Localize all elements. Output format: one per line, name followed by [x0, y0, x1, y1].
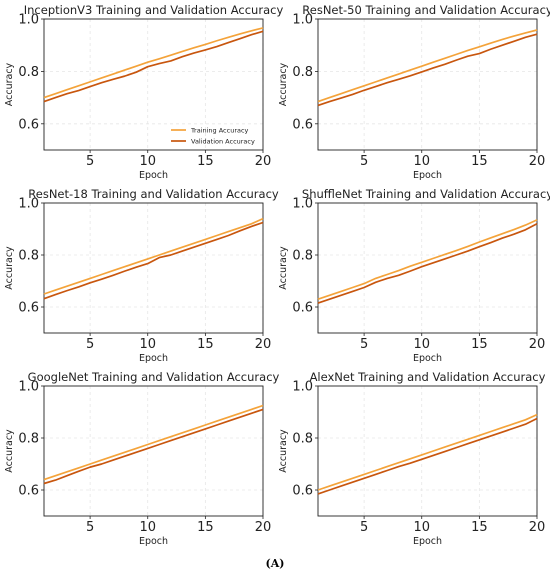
y-axis-label: Accuracy: [278, 62, 289, 106]
y-axis-label: Accuracy: [4, 62, 15, 106]
chart-panel: ResNet-18 Training and Validation Accura…: [4, 187, 279, 364]
y-axis-label: Accuracy: [278, 429, 289, 473]
x-tick-label: 5: [360, 154, 368, 169]
y-tick-label: 0.6: [292, 117, 313, 132]
y-axis-label: Accuracy: [4, 429, 15, 473]
x-tick-label: 10: [413, 337, 430, 352]
plot-frame: [43, 202, 264, 334]
chart-panel: InceptionV3 Training and Validation Accu…: [4, 3, 283, 181]
y-tick-label: 0.6: [292, 301, 313, 316]
training-accuracy-line: [43, 217, 264, 295]
chart-title: InceptionV3 Training and Validation Accu…: [24, 3, 284, 17]
y-tick-label: 0.8: [18, 65, 39, 80]
x-tick-label: 20: [255, 520, 272, 535]
x-axis-label: Epoch: [139, 536, 168, 547]
y-tick-label: 0.8: [18, 249, 39, 264]
chart-title: AlexNet Training and Validation Accuracy: [310, 370, 546, 384]
x-axis-label: Epoch: [139, 170, 168, 181]
validation-accuracy-line: [43, 408, 264, 485]
validation-accuracy-line: [43, 30, 264, 103]
y-tick-label: 0.6: [292, 484, 313, 499]
y-tick-label: 0.8: [292, 65, 313, 80]
figure-caption: (A): [265, 557, 285, 570]
y-tick-label: 0.8: [292, 432, 313, 447]
x-tick-label: 20: [255, 337, 272, 352]
chart-title: ShuffleNet Training and Validation Accur…: [302, 187, 550, 201]
y-tick-label: 1.0: [18, 197, 39, 212]
y-tick-label: 1.0: [292, 380, 313, 395]
chart-panel: ResNet-50 Training and Validation Accura…: [278, 3, 550, 181]
validation-accuracy-line: [43, 221, 264, 300]
x-tick-label: 10: [139, 520, 156, 535]
x-axis-label: Epoch: [413, 353, 442, 364]
x-tick-label: 5: [86, 154, 94, 169]
chart-title: ResNet-18 Training and Validation Accura…: [28, 187, 279, 201]
x-tick-label: 15: [471, 154, 488, 169]
x-tick-label: 20: [255, 154, 272, 169]
plot-frame: [317, 385, 538, 517]
chart-title: ResNet-50 Training and Validation Accura…: [302, 3, 550, 17]
validation-accuracy-line: [317, 223, 538, 304]
plot-frame: [43, 18, 264, 151]
x-tick-label: 10: [139, 154, 156, 169]
x-tick-label: 15: [471, 337, 488, 352]
plot-frame: [317, 202, 538, 334]
y-tick-label: 0.8: [292, 249, 313, 264]
y-tick-label: 1.0: [292, 13, 313, 28]
y-axis-label: Accuracy: [4, 246, 15, 290]
y-axis-label: Accuracy: [278, 246, 289, 290]
legend-label: Validation Accuracy: [191, 138, 255, 146]
validation-accuracy-line: [317, 33, 538, 107]
training-accuracy-line: [317, 413, 538, 491]
x-tick-label: 15: [197, 337, 214, 352]
y-tick-label: 0.8: [18, 432, 39, 447]
y-tick-label: 0.6: [18, 117, 39, 132]
chart-panel: GoogleNet Training and Validation Accura…: [4, 370, 280, 547]
x-tick-label: 20: [529, 337, 546, 352]
x-tick-label: 20: [529, 520, 546, 535]
y-tick-label: 1.0: [18, 380, 39, 395]
x-tick-label: 10: [139, 337, 156, 352]
x-tick-label: 5: [86, 520, 94, 535]
chart-title: GoogleNet Training and Validation Accura…: [28, 370, 280, 384]
x-tick-label: 20: [529, 154, 546, 169]
x-tick-label: 15: [471, 520, 488, 535]
plot-frame: [43, 385, 264, 517]
y-tick-label: 1.0: [292, 197, 313, 212]
training-accuracy-line: [317, 219, 538, 301]
x-tick-label: 5: [360, 337, 368, 352]
x-axis-label: Epoch: [139, 353, 168, 364]
x-tick-label: 10: [413, 154, 430, 169]
x-tick-label: 5: [360, 520, 368, 535]
x-tick-label: 15: [197, 520, 214, 535]
legend-label: Training Accuracy: [190, 127, 249, 135]
training-accuracy-line: [317, 29, 538, 103]
y-tick-label: 0.6: [18, 301, 39, 316]
plot-frame: [317, 18, 538, 151]
x-tick-label: 15: [197, 154, 214, 169]
x-tick-label: 10: [413, 520, 430, 535]
training-accuracy-line: [43, 27, 264, 99]
validation-accuracy-line: [317, 417, 538, 495]
x-axis-label: Epoch: [413, 536, 442, 547]
x-axis-label: Epoch: [413, 170, 442, 181]
y-tick-label: 1.0: [18, 13, 39, 28]
x-tick-label: 5: [86, 337, 94, 352]
y-tick-label: 0.6: [18, 484, 39, 499]
chart-panel: ShuffleNet Training and Validation Accur…: [278, 187, 550, 364]
training-accuracy-line: [43, 404, 264, 481]
chart-panel: AlexNet Training and Validation Accuracy…: [278, 370, 546, 547]
